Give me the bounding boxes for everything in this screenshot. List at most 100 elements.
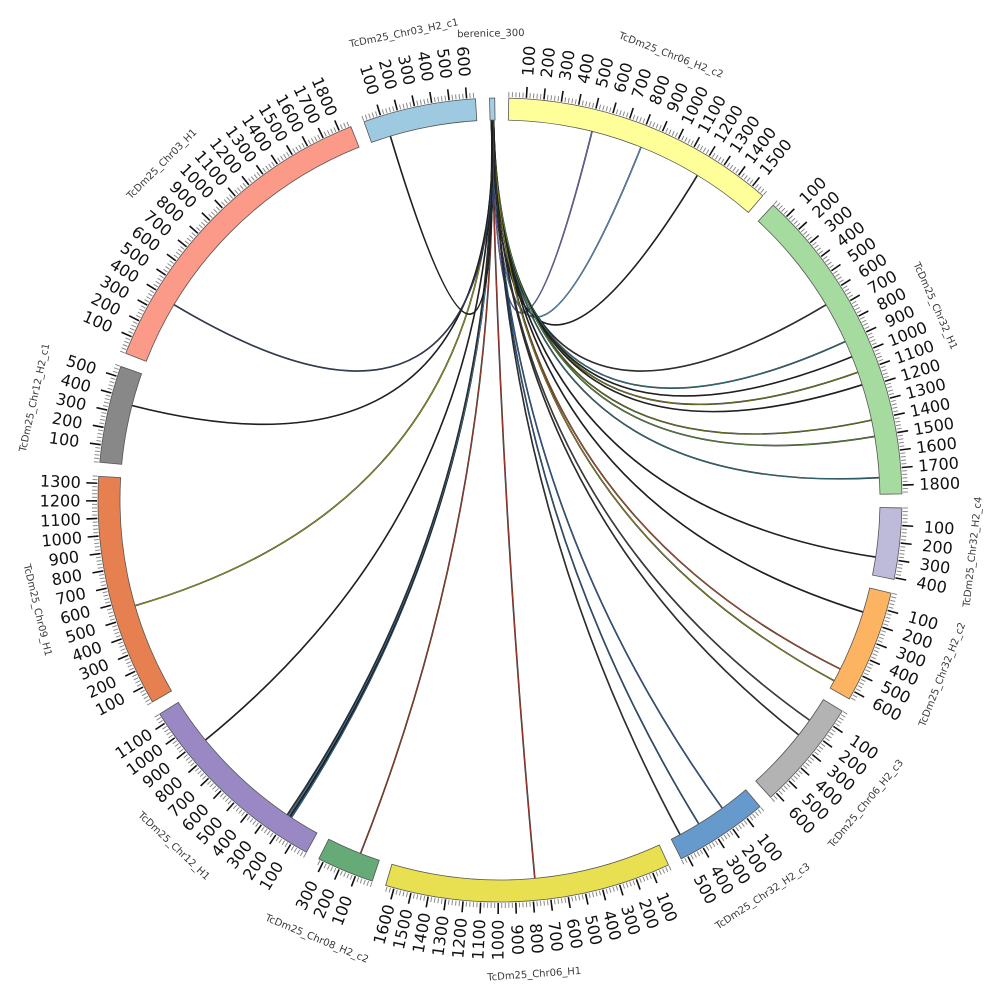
tick-label: 500	[433, 47, 456, 80]
minor-tick	[94, 542, 100, 545]
minor-tick	[781, 207, 786, 212]
major-tick	[893, 412, 905, 417]
major-tick	[702, 847, 710, 858]
minor-tick	[738, 824, 742, 830]
minor-tick	[196, 226, 201, 232]
major-tick	[849, 294, 861, 302]
minor-tick	[339, 124, 343, 130]
minor-tick	[741, 822, 745, 827]
minor-tick	[108, 614, 115, 618]
minor-tick	[840, 714, 846, 718]
tick-label: 1700	[918, 453, 960, 475]
minor-tick	[658, 869, 662, 875]
minor-tick	[829, 731, 834, 736]
minor-tick	[208, 213, 213, 219]
minor-tick	[330, 866, 334, 872]
minor-tick	[684, 857, 688, 863]
major-tick	[111, 638, 122, 644]
minor-tick	[388, 887, 391, 893]
minor-tick	[178, 748, 184, 753]
minor-tick	[708, 844, 713, 849]
minor-tick	[109, 618, 116, 621]
tick-label: 300	[918, 554, 951, 577]
tick-label: 100	[48, 428, 81, 451]
minor-tick	[833, 270, 838, 275]
segment-name: TcDm25_Chr08_H2_c2	[262, 912, 370, 965]
minor-tick	[658, 125, 662, 131]
major-tick	[393, 99, 399, 111]
major-tick	[269, 834, 277, 845]
major-tick	[255, 164, 264, 175]
minor-tick	[882, 372, 888, 375]
minor-tick	[827, 734, 832, 739]
link-TcDm25_Chr03_H1	[173, 119, 495, 372]
minor-tick	[167, 263, 172, 267]
minor-tick	[97, 566, 103, 569]
major-tick	[550, 899, 554, 911]
minor-tick	[185, 756, 191, 761]
minor-tick	[884, 620, 890, 623]
minor-tick	[405, 102, 409, 108]
segment-TcDm25_Chr32_H1: 1002003004005006007008009001000110012001…	[757, 173, 960, 495]
minor-tick	[281, 840, 286, 846]
minor-tick	[649, 874, 652, 880]
minor-tick	[189, 235, 194, 240]
segment-name: TcDm25_Chr03_H2_c1	[348, 17, 460, 50]
minor-tick	[458, 900, 461, 906]
minor-tick	[778, 205, 783, 210]
minor-tick	[447, 899, 450, 905]
minor-tick	[746, 177, 751, 182]
minor-tick	[120, 648, 126, 652]
minor-tick	[197, 770, 202, 775]
major-tick	[872, 343, 884, 349]
minor-tick	[135, 680, 141, 684]
minor-tick	[275, 836, 280, 842]
minor-tick	[852, 694, 858, 698]
minor-tick	[895, 573, 902, 576]
major-tick	[429, 91, 433, 103]
minor-tick	[752, 813, 757, 819]
minor-tick	[760, 807, 765, 812]
minor-tick	[690, 140, 694, 146]
minor-tick	[97, 429, 104, 432]
major-tick	[889, 394, 901, 399]
minor-tick	[891, 596, 897, 599]
segment-arc	[670, 789, 761, 860]
minor-tick	[574, 895, 577, 901]
minor-tick	[900, 455, 906, 458]
minor-tick	[451, 94, 454, 100]
major-tick	[661, 120, 668, 132]
link-TcDm25_Chr12_H1	[288, 119, 495, 817]
segment-name: TcDm25_Chr32_H2_c4	[962, 496, 985, 609]
minor-tick	[897, 563, 903, 566]
link-outline	[287, 119, 495, 817]
minor-tick	[899, 549, 905, 552]
minor-tick	[798, 770, 803, 775]
minor-tick	[699, 849, 704, 855]
minor-tick	[198, 224, 203, 229]
minor-tick	[137, 311, 143, 315]
minor-tick	[99, 418, 106, 421]
minor-tick	[227, 800, 232, 805]
minor-tick	[863, 672, 869, 676]
minor-tick	[696, 851, 701, 857]
tick-label: 400	[413, 50, 437, 83]
minor-tick	[110, 377, 116, 380]
minor-tick	[356, 877, 360, 883]
minor-tick	[754, 183, 759, 189]
minor-tick	[668, 129, 672, 135]
major-tick	[865, 326, 877, 333]
minor-tick	[609, 107, 612, 113]
tick-label: 1300	[40, 471, 81, 492]
minor-tick	[346, 873, 350, 879]
minor-tick	[145, 699, 151, 703]
major-tick	[746, 817, 755, 828]
minor-tick	[726, 832, 731, 838]
links-layer	[131, 119, 881, 880]
minor-tick	[343, 872, 347, 878]
minor-tick	[326, 130, 330, 136]
minor-tick	[207, 780, 212, 785]
major-tick	[858, 310, 869, 317]
